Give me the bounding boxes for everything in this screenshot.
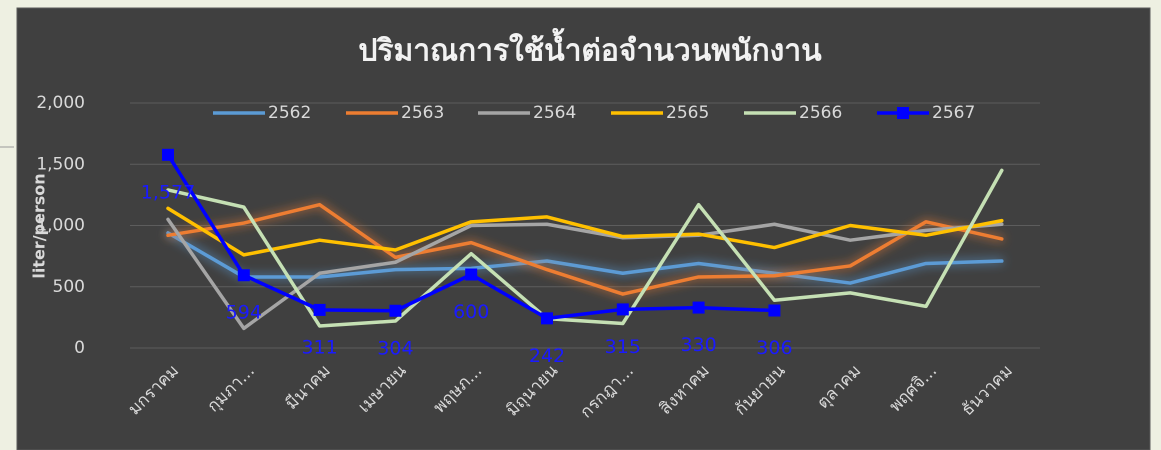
data-label: 304 <box>377 337 413 359</box>
legend-label: 2566 <box>799 103 842 123</box>
point-marker <box>692 301 705 314</box>
data-label: 1,577 <box>141 181 195 203</box>
data-label: 594 <box>226 302 262 324</box>
point-marker <box>465 268 478 281</box>
y-tick-label: 1,000 <box>36 216 85 236</box>
legend-label: 2564 <box>533 103 576 123</box>
legend-marker <box>897 107 909 119</box>
y-tick-label: 1,500 <box>36 154 85 174</box>
legend-label: 2567 <box>932 103 975 123</box>
y-tick-label: 2,000 <box>36 93 85 113</box>
legend-label: 2563 <box>401 103 444 123</box>
point-marker <box>313 303 326 316</box>
series-line <box>166 168 1004 328</box>
data-label: 600 <box>453 301 489 323</box>
point-marker <box>389 304 402 317</box>
series-line <box>166 202 1004 296</box>
chart-title: ปริมาณการใช้น้ำต่อจำนวนพนักงาน <box>358 28 822 69</box>
data-label: 242 <box>529 345 565 367</box>
point-marker <box>541 312 553 325</box>
y-tick-label: 500 <box>53 277 85 297</box>
point-marker <box>237 269 250 282</box>
plot: 1,577 594 311 304 600 242 315 330 306 <box>141 148 1004 367</box>
series-line <box>166 206 1004 257</box>
legend-label: 2565 <box>666 103 709 123</box>
point-marker <box>616 303 629 316</box>
series-line <box>166 231 1004 285</box>
series-line <box>166 217 1004 331</box>
y-axis-label: liter/person <box>30 173 49 278</box>
data-label: 315 <box>605 336 641 358</box>
data-label: 330 <box>680 334 716 356</box>
legend-label: 2562 <box>268 103 311 123</box>
y-tick-label: 0 <box>74 338 85 358</box>
point-marker <box>162 148 174 161</box>
data-label: 311 <box>301 336 337 358</box>
data-label: 306 <box>756 337 792 359</box>
point-marker <box>768 304 781 317</box>
